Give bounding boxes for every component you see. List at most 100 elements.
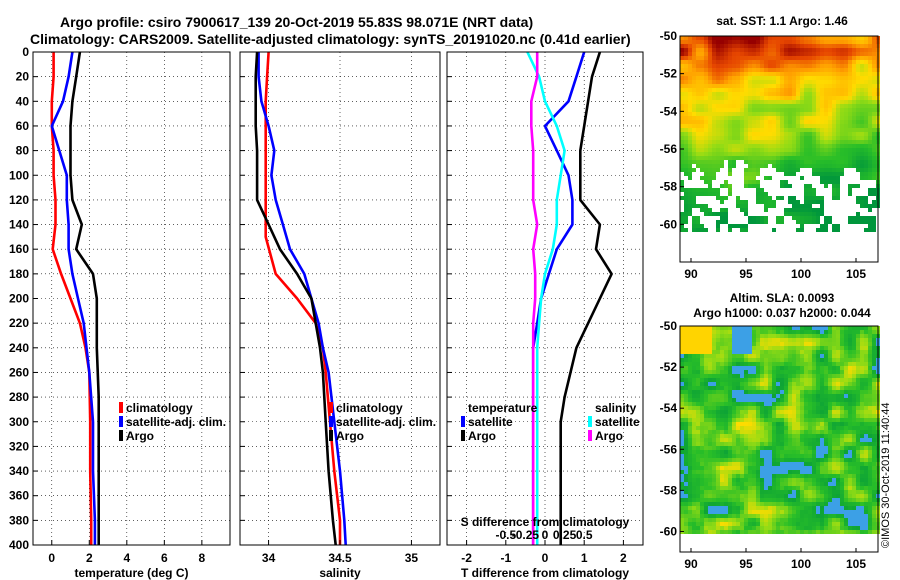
- map-cell: [732, 136, 736, 140]
- map-cell: [792, 84, 796, 88]
- map-cell: [688, 378, 692, 382]
- map-cell: [828, 426, 832, 430]
- x-tick-label: 4: [123, 551, 130, 565]
- map-cell: [744, 140, 748, 144]
- map-cell: [796, 108, 800, 112]
- map-cell: [808, 474, 812, 478]
- map-cell: [820, 64, 824, 68]
- map-cell: [764, 96, 768, 100]
- map-cell: [700, 92, 704, 96]
- map-cell: [832, 152, 836, 156]
- x-tick-label: 34: [262, 551, 276, 565]
- map-cell: [804, 354, 808, 358]
- map-cell: [760, 358, 764, 362]
- map-cell: [736, 128, 740, 132]
- map-cell: [684, 526, 688, 530]
- map-cell: [764, 36, 768, 40]
- map-cell: [776, 406, 780, 410]
- map-cell: [844, 394, 848, 398]
- map-cell: [836, 56, 840, 60]
- map-cell: [800, 40, 804, 44]
- map-cell: [868, 470, 872, 474]
- map-cell: [800, 410, 804, 414]
- map-cell: [748, 350, 752, 354]
- map-cell: [776, 152, 780, 156]
- map-cell: [732, 454, 736, 458]
- map-cell: [756, 342, 760, 346]
- map-cell: [856, 212, 860, 216]
- map-cell: [812, 164, 816, 168]
- map-cell: [820, 526, 824, 530]
- map-cell: [828, 362, 832, 366]
- map-cell: [864, 386, 868, 390]
- map-cell: [688, 80, 692, 84]
- map-cell: [824, 486, 828, 490]
- map-cell: [748, 390, 752, 394]
- map-cell: [732, 370, 736, 374]
- map-cell: [848, 188, 852, 192]
- map-cell: [700, 48, 704, 52]
- map-cell: [872, 64, 876, 68]
- map-cell: [688, 120, 692, 124]
- map-cell: [692, 84, 696, 88]
- map-cell: [844, 56, 848, 60]
- map-cell: [816, 96, 820, 100]
- map-cell: [792, 522, 796, 526]
- map-cell: [732, 132, 736, 136]
- map-cell: [864, 354, 868, 358]
- map-cell: [828, 44, 832, 48]
- map-cell: [872, 96, 876, 100]
- map-cell: [708, 510, 712, 514]
- map-cell: [696, 192, 700, 196]
- map-cell: [868, 382, 872, 386]
- map-cell: [844, 362, 848, 366]
- map-x-tick-label: 95: [739, 557, 753, 571]
- map-cell: [812, 68, 816, 72]
- map-cell: [856, 450, 860, 454]
- map-cell: [736, 518, 740, 522]
- map-cell: [788, 430, 792, 434]
- map-cell: [740, 414, 744, 418]
- map-cell: [860, 334, 864, 338]
- map-cell: [684, 144, 688, 148]
- map-cell: [768, 60, 772, 64]
- map-cell: [812, 482, 816, 486]
- map-cell: [756, 164, 760, 168]
- map-cell: [808, 498, 812, 502]
- map-cell: [832, 168, 836, 172]
- map-cell: [832, 136, 836, 140]
- map-cell: [696, 454, 700, 458]
- map-cell: [684, 60, 688, 64]
- map-cell: [768, 350, 772, 354]
- map-cell: [860, 390, 864, 394]
- map-cell: [792, 346, 796, 350]
- map-cell: [824, 478, 828, 482]
- map-cell: [820, 510, 824, 514]
- map-cell: [816, 330, 820, 334]
- map-cell: [700, 414, 704, 418]
- map-cell: [828, 124, 832, 128]
- map-cell: [728, 366, 732, 370]
- map-cell: [860, 132, 864, 136]
- map-cell: [856, 374, 860, 378]
- map-cell: [860, 490, 864, 494]
- map-cell: [812, 338, 816, 342]
- map-cell: [784, 526, 788, 530]
- map-cell: [756, 458, 760, 462]
- map-cell: [708, 374, 712, 378]
- map-cell: [700, 494, 704, 498]
- map-cell: [836, 64, 840, 68]
- map-cell: [708, 176, 712, 180]
- map-cell: [836, 502, 840, 506]
- map-cell: [864, 196, 868, 200]
- map-cell: [728, 40, 732, 44]
- map-cell: [684, 398, 688, 402]
- map-cell: [820, 44, 824, 48]
- map-cell: [684, 454, 688, 458]
- map-cell: [716, 354, 720, 358]
- map-cell: [740, 200, 744, 204]
- map-cell: [752, 454, 756, 458]
- map-cell: [808, 470, 812, 474]
- map-cell: [720, 506, 724, 510]
- map-cell: [728, 470, 732, 474]
